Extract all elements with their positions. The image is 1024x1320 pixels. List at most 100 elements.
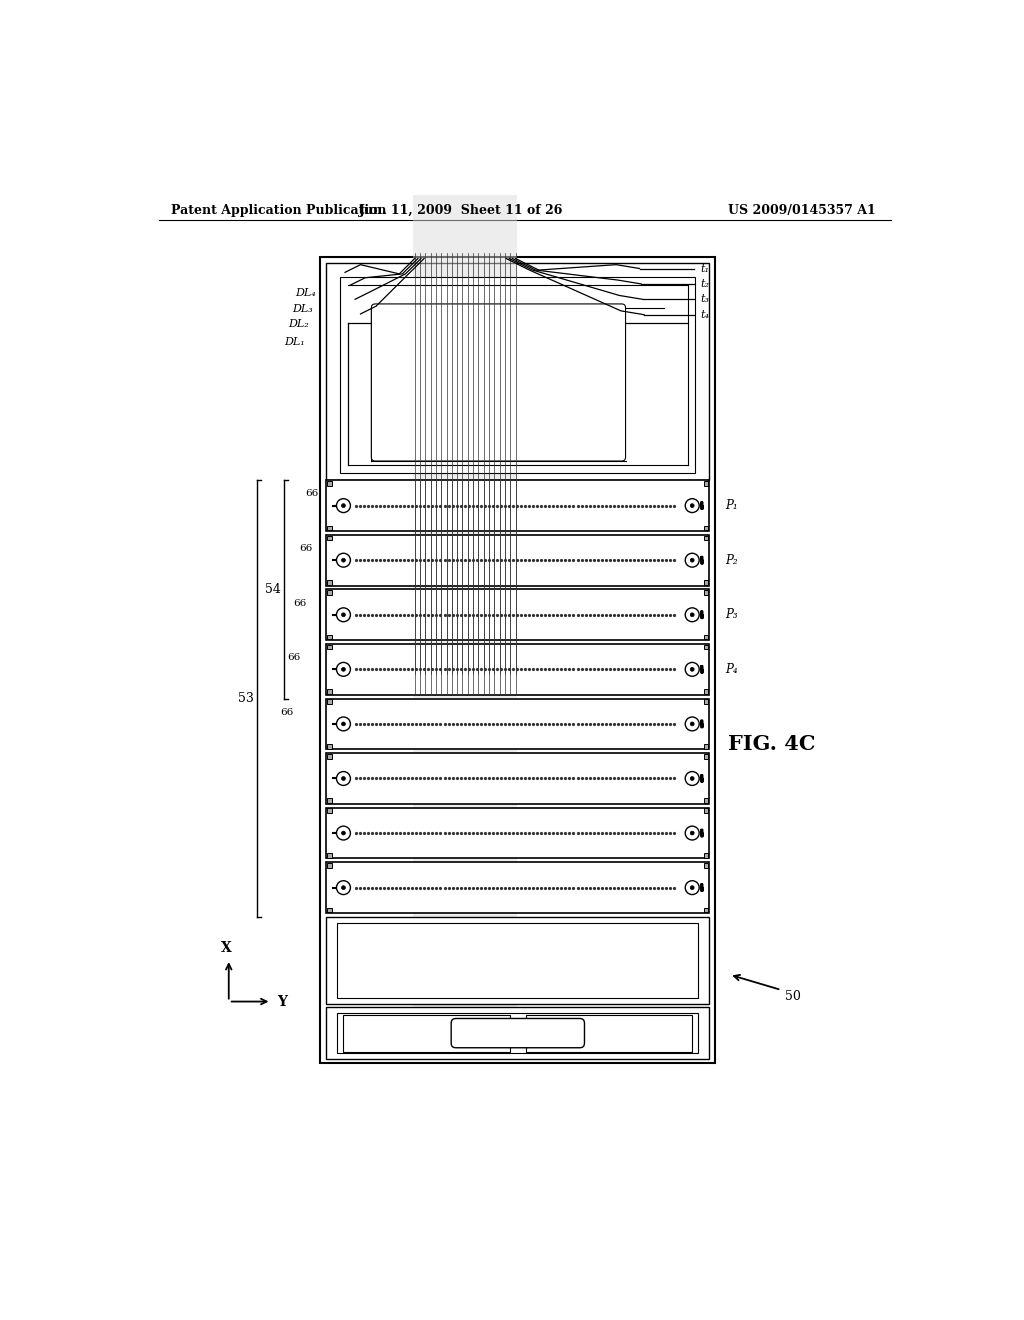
Text: DL₄: DL₄ — [296, 288, 316, 298]
Bar — [328, 863, 332, 867]
Bar — [327, 917, 710, 1003]
Text: FIG. 4C: FIG. 4C — [727, 734, 815, 754]
Bar — [327, 862, 710, 913]
Bar — [703, 590, 709, 595]
Bar — [343, 1015, 510, 1052]
Bar — [328, 581, 332, 585]
Bar — [327, 590, 710, 640]
Bar — [703, 536, 709, 540]
FancyBboxPatch shape — [452, 1019, 585, 1048]
Circle shape — [337, 499, 350, 512]
Text: t₄: t₄ — [700, 310, 709, 319]
Text: DL₂: DL₂ — [288, 319, 308, 329]
Circle shape — [337, 607, 350, 622]
Bar — [703, 581, 709, 585]
Bar — [328, 644, 332, 649]
Circle shape — [690, 558, 694, 562]
Circle shape — [342, 832, 345, 836]
Bar — [703, 635, 709, 639]
Circle shape — [337, 553, 350, 568]
Bar — [328, 635, 332, 639]
Text: 66: 66 — [281, 708, 294, 717]
Bar — [328, 590, 332, 595]
Bar — [328, 689, 332, 694]
Circle shape — [685, 607, 699, 622]
Bar — [703, 863, 709, 867]
Text: 50: 50 — [785, 990, 801, 1003]
Bar — [337, 1014, 698, 1053]
Circle shape — [690, 886, 694, 890]
Bar — [321, 257, 716, 1063]
Text: t₂: t₂ — [700, 279, 709, 289]
Circle shape — [690, 776, 694, 780]
Bar — [327, 754, 710, 804]
Circle shape — [685, 880, 699, 895]
Circle shape — [690, 722, 694, 726]
Circle shape — [342, 558, 345, 562]
Bar — [703, 644, 709, 649]
Text: 66: 66 — [305, 490, 318, 499]
Text: DL₃: DL₃ — [292, 304, 312, 314]
Bar — [703, 700, 709, 704]
Bar — [328, 754, 332, 759]
Bar — [327, 644, 710, 694]
Bar — [703, 744, 709, 748]
Text: P₃: P₃ — [725, 609, 737, 622]
Circle shape — [342, 504, 345, 508]
Circle shape — [342, 668, 345, 672]
Text: Y: Y — [278, 994, 287, 1008]
Circle shape — [337, 663, 350, 676]
Circle shape — [337, 880, 350, 895]
Bar — [337, 923, 698, 998]
Bar — [328, 700, 332, 704]
Bar — [327, 480, 710, 531]
Text: t₁: t₁ — [700, 264, 709, 273]
Bar — [703, 689, 709, 694]
Bar — [328, 525, 332, 531]
Bar — [525, 1015, 692, 1052]
Circle shape — [690, 504, 694, 508]
Bar — [414, 195, 517, 1024]
Text: P₄: P₄ — [725, 663, 737, 676]
Text: X: X — [221, 941, 231, 956]
Text: P₁: P₁ — [725, 499, 737, 512]
Text: 54: 54 — [265, 583, 281, 595]
Circle shape — [342, 886, 345, 890]
Bar — [703, 799, 709, 803]
Bar — [327, 263, 710, 480]
Text: Patent Application Publication: Patent Application Publication — [171, 205, 386, 218]
Circle shape — [690, 832, 694, 836]
Bar — [703, 808, 709, 813]
Circle shape — [337, 717, 350, 731]
Text: US 2009/0145357 A1: US 2009/0145357 A1 — [728, 205, 877, 218]
Bar — [703, 480, 709, 486]
Bar — [328, 853, 332, 858]
Circle shape — [342, 776, 345, 780]
Circle shape — [342, 612, 345, 616]
Bar — [703, 754, 709, 759]
Circle shape — [690, 612, 694, 616]
Bar — [327, 1007, 710, 1059]
Circle shape — [685, 553, 699, 568]
Bar — [328, 808, 332, 813]
Text: t₃: t₃ — [700, 294, 709, 305]
Bar — [703, 853, 709, 858]
Circle shape — [690, 668, 694, 672]
Text: 53: 53 — [238, 692, 254, 705]
Circle shape — [685, 826, 699, 840]
FancyBboxPatch shape — [372, 304, 626, 461]
Text: 66: 66 — [299, 544, 312, 553]
Text: 66: 66 — [287, 653, 300, 663]
Bar — [327, 698, 710, 750]
Circle shape — [685, 717, 699, 731]
Bar — [703, 908, 709, 912]
Bar — [328, 480, 332, 486]
Bar — [328, 536, 332, 540]
Text: 66: 66 — [293, 598, 306, 607]
Bar — [327, 808, 710, 858]
Circle shape — [685, 663, 699, 676]
Bar — [327, 535, 710, 586]
Circle shape — [337, 826, 350, 840]
Text: P₂: P₂ — [725, 553, 737, 566]
Bar — [328, 799, 332, 803]
